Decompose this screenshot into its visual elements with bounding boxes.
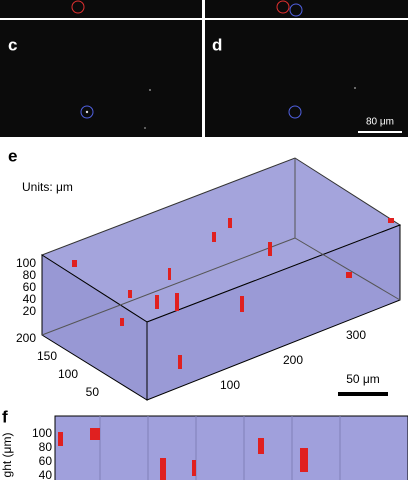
z-tick-label: 80 bbox=[23, 268, 37, 282]
box-edge bbox=[294, 237, 401, 301]
scale-label: 80 μm bbox=[366, 117, 394, 128]
marker bbox=[289, 3, 303, 17]
z-tick-label: 60 bbox=[23, 280, 37, 294]
y-tick-label: 200 bbox=[16, 331, 36, 345]
plot-area bbox=[54, 415, 408, 485]
y-tick-label: 100 bbox=[32, 426, 52, 440]
units: Units: μm bbox=[22, 180, 73, 194]
y-tick-label: 150 bbox=[37, 349, 57, 363]
x-tick-label: 200 bbox=[283, 353, 303, 367]
panel-label: c bbox=[8, 35, 17, 54]
marker bbox=[71, 0, 85, 14]
panel-a bbox=[0, 0, 202, 18]
scale-label: 50 μm bbox=[346, 372, 380, 386]
z-tick-label: 20 bbox=[23, 304, 37, 318]
particles bbox=[58, 428, 308, 480]
dot bbox=[354, 87, 356, 89]
y-tick-label: 40 bbox=[39, 468, 53, 480]
panel-label: e bbox=[8, 146, 17, 165]
y-label: ght (μm) bbox=[0, 433, 14, 478]
z-tick-label: 100 bbox=[16, 256, 36, 270]
marker bbox=[288, 105, 302, 119]
particles bbox=[72, 218, 394, 369]
panel-label: d bbox=[212, 35, 222, 54]
panel-d bbox=[205, 20, 408, 137]
dot bbox=[144, 127, 146, 129]
y-tick-label: 100 bbox=[58, 367, 78, 381]
marker bbox=[276, 0, 290, 14]
y-tick-label: 80 bbox=[39, 440, 53, 454]
x-tick-label: 100 bbox=[220, 378, 240, 392]
panel-b bbox=[205, 0, 408, 18]
x-tick-label: 300 bbox=[346, 328, 366, 342]
grid bbox=[99, 416, 341, 480]
panel-label: f bbox=[2, 407, 8, 426]
y-tick-label: 60 bbox=[39, 454, 53, 468]
box-edge bbox=[41, 237, 296, 336]
y-tick-label: 50 bbox=[86, 385, 100, 399]
z-tick-label: 40 bbox=[23, 292, 37, 306]
dot bbox=[149, 89, 151, 91]
dot bbox=[85, 110, 89, 114]
marker bbox=[80, 105, 94, 119]
panel-c bbox=[0, 20, 202, 137]
